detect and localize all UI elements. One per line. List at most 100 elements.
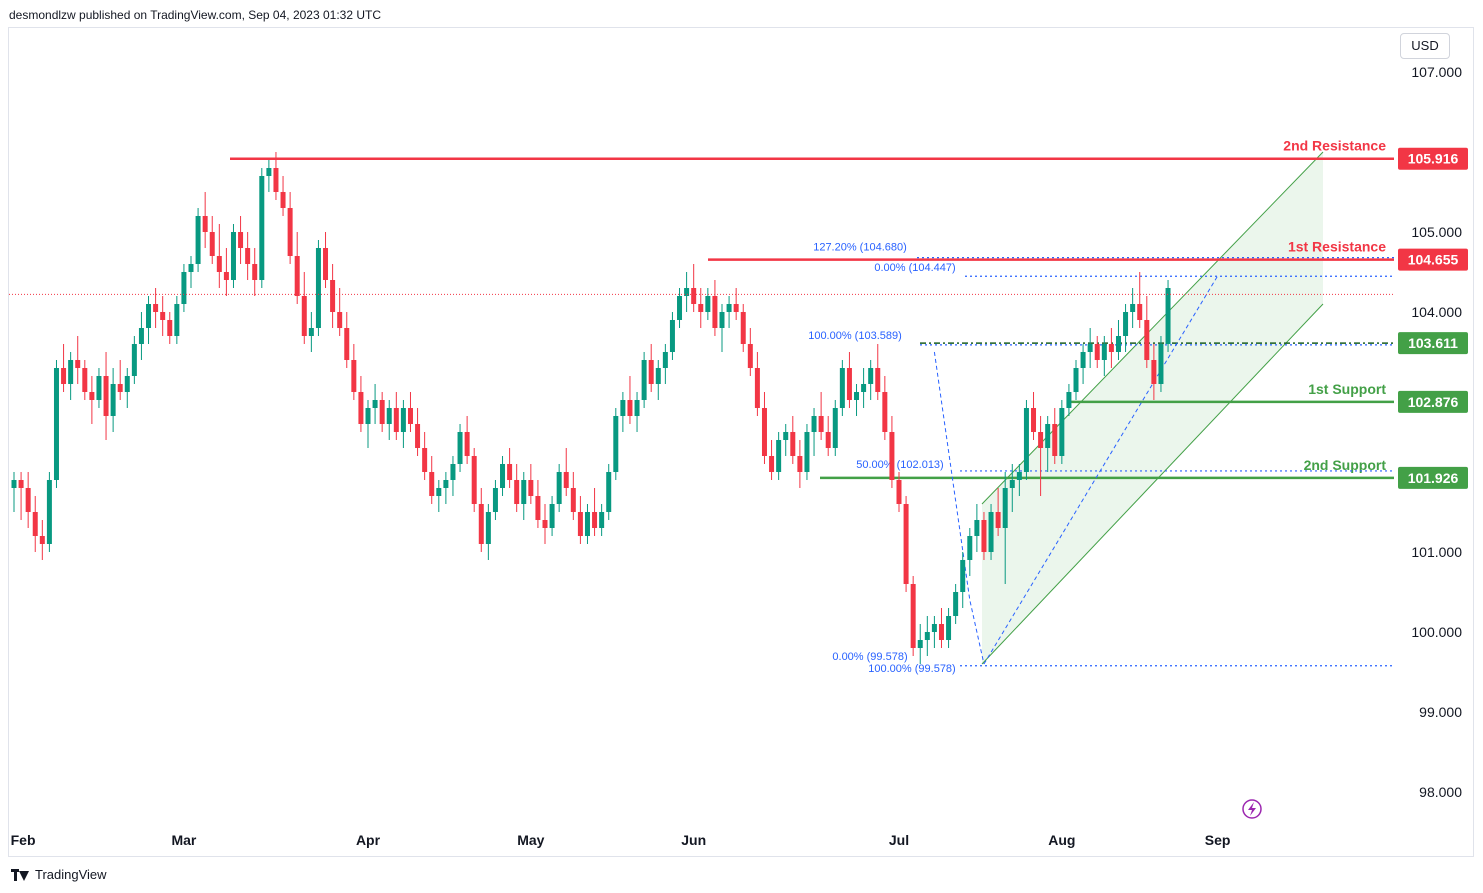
candle-body bbox=[25, 488, 31, 512]
candle-body bbox=[330, 280, 336, 312]
candle-body bbox=[1038, 432, 1044, 448]
candle-body bbox=[627, 400, 633, 416]
candle-body bbox=[294, 256, 300, 296]
channel-fill bbox=[982, 152, 1323, 664]
candle-body bbox=[1087, 344, 1093, 352]
candle-body bbox=[924, 632, 930, 640]
candle-body bbox=[1016, 472, 1022, 480]
y-tick-label: 107.000 bbox=[1411, 64, 1462, 80]
candle-body bbox=[351, 360, 357, 392]
fib-label: 127.20% (104.680) bbox=[813, 242, 907, 254]
chart-frame bbox=[8, 27, 1474, 857]
candle-body bbox=[903, 504, 909, 584]
candle-body bbox=[492, 488, 498, 512]
candle-body bbox=[188, 264, 194, 272]
candle-body bbox=[308, 328, 314, 336]
candle-body bbox=[323, 248, 329, 280]
candle-body bbox=[960, 560, 966, 592]
candle-body bbox=[535, 496, 541, 520]
candle-body bbox=[549, 504, 555, 528]
candle-body bbox=[386, 408, 392, 424]
level-label: 1st Resistance bbox=[1288, 239, 1386, 255]
candle-body bbox=[1108, 344, 1114, 352]
candle-body bbox=[691, 288, 697, 304]
fibonacci-levels[interactable]: 127.20% (104.680) 0.00% (104.447) 100.00% … bbox=[808, 242, 1394, 675]
candle-body bbox=[726, 304, 732, 312]
candle-body bbox=[1151, 360, 1157, 384]
candle-body bbox=[1002, 488, 1008, 528]
candle-body bbox=[592, 512, 598, 528]
candle-body bbox=[705, 296, 711, 312]
x-tick-label: Aug bbox=[1048, 832, 1075, 848]
candle-body bbox=[110, 384, 116, 416]
candle-body bbox=[216, 256, 222, 272]
tradingview-logo[interactable]: TradingView bbox=[11, 867, 107, 882]
currency-button[interactable]: USD bbox=[1400, 33, 1450, 59]
x-tick-label: Sep bbox=[1205, 832, 1231, 848]
candle-body bbox=[1123, 312, 1129, 336]
level-label: 2nd Resistance bbox=[1283, 138, 1386, 154]
candle-body bbox=[1073, 368, 1079, 392]
candle-body bbox=[931, 624, 937, 632]
candle-body bbox=[146, 304, 152, 328]
candle-body bbox=[967, 536, 973, 560]
candle-body bbox=[337, 312, 343, 328]
price-badge bbox=[1398, 332, 1468, 355]
level-label: 1st Support bbox=[1308, 381, 1386, 397]
candle-body bbox=[669, 320, 675, 352]
candle-body bbox=[266, 168, 272, 176]
price-axis[interactable]: 98.000 99.000 100.000 101.000 104.000 105.000… bbox=[1411, 64, 1462, 800]
fib-connector-1 bbox=[933, 351, 985, 665]
candles bbox=[9, 152, 1394, 664]
candle-body bbox=[407, 408, 413, 424]
candle-body bbox=[974, 520, 980, 536]
fib-label: 0.00% (104.447) bbox=[874, 262, 955, 274]
candle-body bbox=[273, 168, 279, 192]
time-axis[interactable]: Feb Mar Apr May Jun Jul Aug Sep bbox=[11, 832, 1231, 848]
candle-body bbox=[82, 368, 88, 392]
candle-body bbox=[209, 232, 215, 256]
price-badge-text: 101.926 bbox=[1408, 470, 1459, 486]
candle-body bbox=[202, 216, 208, 232]
candle-body bbox=[259, 176, 265, 280]
fib-connector-2 bbox=[983, 275, 1219, 665]
candle-body bbox=[655, 368, 661, 384]
candle-body bbox=[946, 616, 952, 640]
candle-body bbox=[103, 376, 109, 416]
candle-body bbox=[938, 624, 944, 640]
candle-body bbox=[839, 368, 845, 408]
support-resistance-levels[interactable]: 2nd Resistance 1st Resistance 1st Support 2… bbox=[230, 138, 1394, 480]
candle-body bbox=[1023, 408, 1029, 472]
candle-body bbox=[174, 304, 180, 336]
candle-body bbox=[783, 432, 789, 440]
fib-label: 100.00% (99.578) bbox=[868, 663, 955, 675]
candle-body bbox=[917, 640, 923, 648]
candle-body bbox=[563, 472, 569, 488]
candle-body bbox=[400, 408, 406, 432]
candle-body bbox=[46, 480, 52, 544]
candle-body bbox=[797, 456, 803, 472]
candle-body bbox=[245, 248, 251, 264]
candle-body bbox=[124, 376, 130, 392]
candle-body bbox=[577, 512, 583, 536]
flash-icon[interactable] bbox=[1242, 799, 1262, 819]
candle-body bbox=[287, 208, 293, 256]
candle-body bbox=[832, 408, 838, 448]
price-badge-text: 103.611 bbox=[1408, 335, 1458, 351]
candle-body bbox=[995, 512, 1001, 528]
price-badge-text: 104.655 bbox=[1408, 252, 1459, 268]
candle-body bbox=[1059, 408, 1065, 456]
candle-body bbox=[379, 400, 385, 424]
candle-body bbox=[776, 440, 782, 472]
candle-body bbox=[1101, 344, 1107, 360]
candle-body bbox=[1130, 304, 1136, 312]
candle-body bbox=[500, 464, 506, 488]
candle-body bbox=[1080, 352, 1086, 368]
candle-body bbox=[556, 472, 562, 504]
candle-body bbox=[117, 384, 123, 392]
candle-body bbox=[61, 368, 67, 384]
candle-body bbox=[280, 192, 286, 208]
candle-body bbox=[953, 592, 959, 616]
fib-label: 50.00% (102.013) bbox=[856, 459, 943, 471]
